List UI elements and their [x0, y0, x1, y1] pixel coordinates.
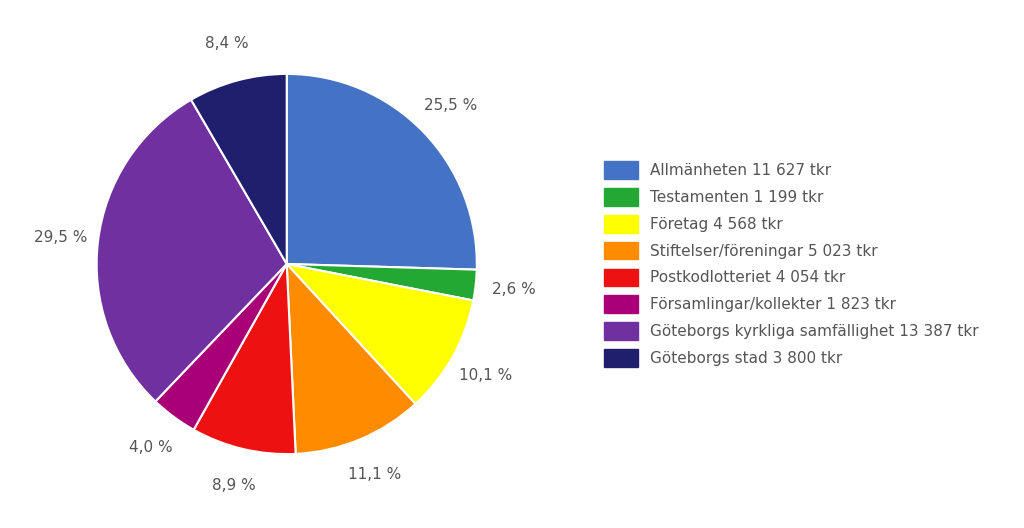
Text: 2,6 %: 2,6 %: [492, 282, 536, 297]
Wedge shape: [287, 264, 477, 300]
Text: 4,0 %: 4,0 %: [129, 440, 173, 455]
Wedge shape: [191, 74, 287, 264]
Text: 10,1 %: 10,1 %: [459, 368, 512, 383]
Text: 8,4 %: 8,4 %: [206, 36, 249, 51]
Text: 8,9 %: 8,9 %: [212, 478, 256, 494]
Wedge shape: [96, 100, 287, 401]
Wedge shape: [287, 264, 473, 404]
Wedge shape: [156, 264, 287, 430]
Text: 25,5 %: 25,5 %: [424, 98, 477, 112]
Wedge shape: [287, 74, 477, 270]
Wedge shape: [194, 264, 296, 454]
Text: 11,1 %: 11,1 %: [348, 467, 401, 482]
Legend: Allmänheten 11 627 tkr, Testamenten 1 199 tkr, Företag 4 568 tkr, Stiftelser/för: Allmänheten 11 627 tkr, Testamenten 1 19…: [596, 154, 986, 374]
Wedge shape: [287, 264, 416, 454]
Text: 29,5 %: 29,5 %: [34, 230, 87, 244]
